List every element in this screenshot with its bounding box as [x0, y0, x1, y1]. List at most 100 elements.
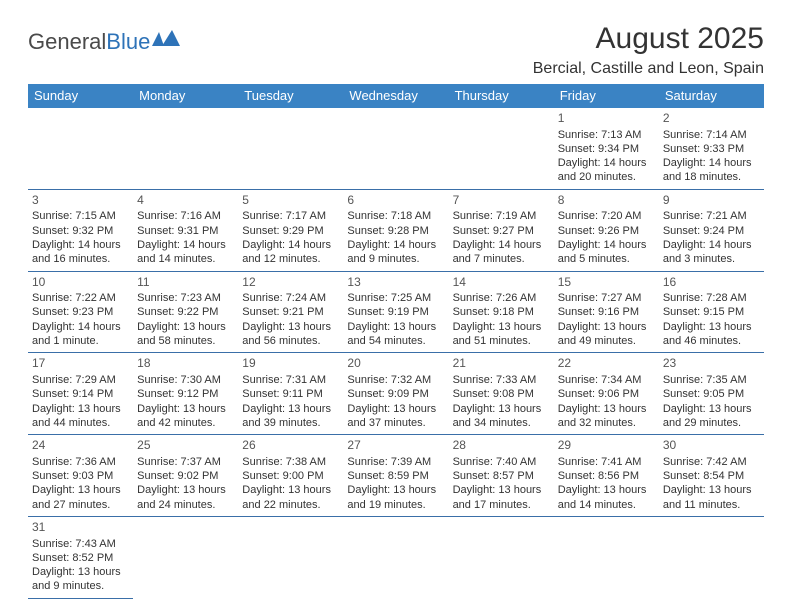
day-number: 15 [558, 275, 655, 291]
daylight-text: Daylight: 13 hours and 54 minutes. [347, 320, 444, 349]
weekday-header: Monday [133, 84, 238, 108]
daylight-text: Daylight: 13 hours and 29 minutes. [663, 402, 760, 431]
daylight-text: Daylight: 13 hours and 32 minutes. [558, 402, 655, 431]
calendar-cell: 14Sunrise: 7:26 AMSunset: 9:18 PMDayligh… [449, 272, 554, 354]
daylight-text: Daylight: 13 hours and 39 minutes. [242, 402, 339, 431]
sunset-text: Sunset: 9:22 PM [137, 305, 234, 319]
calendar-cell: 17Sunrise: 7:29 AMSunset: 9:14 PMDayligh… [28, 353, 133, 435]
daylight-text: Daylight: 13 hours and 42 minutes. [137, 402, 234, 431]
calendar-cell: 28Sunrise: 7:40 AMSunset: 8:57 PMDayligh… [449, 435, 554, 517]
sunrise-text: Sunrise: 7:20 AM [558, 209, 655, 223]
day-number: 4 [137, 193, 234, 209]
sunset-text: Sunset: 8:59 PM [347, 469, 444, 483]
calendar-cell: 6Sunrise: 7:18 AMSunset: 9:28 PMDaylight… [343, 190, 448, 272]
day-number: 23 [663, 356, 760, 372]
daylight-text: Daylight: 14 hours and 14 minutes. [137, 238, 234, 267]
sunset-text: Sunset: 8:54 PM [663, 469, 760, 483]
daylight-text: Daylight: 13 hours and 22 minutes. [242, 483, 339, 512]
logo: GeneralBlue [28, 22, 180, 56]
calendar-cell: 21Sunrise: 7:33 AMSunset: 9:08 PMDayligh… [449, 353, 554, 435]
calendar-cell: 24Sunrise: 7:36 AMSunset: 9:03 PMDayligh… [28, 435, 133, 517]
day-number: 2 [663, 111, 760, 127]
sunset-text: Sunset: 8:56 PM [558, 469, 655, 483]
sunrise-text: Sunrise: 7:19 AM [453, 209, 550, 223]
sunset-text: Sunset: 9:32 PM [32, 224, 129, 238]
sunset-text: Sunset: 9:03 PM [32, 469, 129, 483]
daylight-text: Daylight: 13 hours and 37 minutes. [347, 402, 444, 431]
sunrise-text: Sunrise: 7:22 AM [32, 291, 129, 305]
daylight-text: Daylight: 14 hours and 1 minute. [32, 320, 129, 349]
day-number: 26 [242, 438, 339, 454]
weekday-header: Friday [554, 84, 659, 108]
sunset-text: Sunset: 9:11 PM [242, 387, 339, 401]
sunrise-text: Sunrise: 7:27 AM [558, 291, 655, 305]
sunset-text: Sunset: 9:33 PM [663, 142, 760, 156]
calendar-cell: 11Sunrise: 7:23 AMSunset: 9:22 PMDayligh… [133, 272, 238, 354]
day-number: 21 [453, 356, 550, 372]
calendar-cell-empty [449, 108, 554, 190]
day-number: 8 [558, 193, 655, 209]
logo-text-general: General [28, 29, 106, 55]
calendar-cell: 19Sunrise: 7:31 AMSunset: 9:11 PMDayligh… [238, 353, 343, 435]
day-number: 18 [137, 356, 234, 372]
day-number: 9 [663, 193, 760, 209]
sunrise-text: Sunrise: 7:14 AM [663, 128, 760, 142]
logo-text-blue: Blue [106, 29, 150, 55]
sunrise-text: Sunrise: 7:38 AM [242, 455, 339, 469]
calendar-body: 1Sunrise: 7:13 AMSunset: 9:34 PMDaylight… [28, 108, 764, 599]
sunset-text: Sunset: 8:57 PM [453, 469, 550, 483]
sunset-text: Sunset: 9:19 PM [347, 305, 444, 319]
sunset-text: Sunset: 9:26 PM [558, 224, 655, 238]
flag-icon [152, 28, 180, 54]
sunrise-text: Sunrise: 7:28 AM [663, 291, 760, 305]
calendar-cell: 10Sunrise: 7:22 AMSunset: 9:23 PMDayligh… [28, 272, 133, 354]
day-number: 6 [347, 193, 444, 209]
sunrise-text: Sunrise: 7:16 AM [137, 209, 234, 223]
sunrise-text: Sunrise: 7:34 AM [558, 373, 655, 387]
day-number: 25 [137, 438, 234, 454]
day-number: 1 [558, 111, 655, 127]
calendar-cell-empty [28, 108, 133, 190]
daylight-text: Daylight: 13 hours and 56 minutes. [242, 320, 339, 349]
sunrise-text: Sunrise: 7:42 AM [663, 455, 760, 469]
daylight-text: Daylight: 13 hours and 24 minutes. [137, 483, 234, 512]
daylight-text: Daylight: 14 hours and 7 minutes. [453, 238, 550, 267]
sunrise-text: Sunrise: 7:29 AM [32, 373, 129, 387]
sunset-text: Sunset: 9:24 PM [663, 224, 760, 238]
day-number: 10 [32, 275, 129, 291]
sunset-text: Sunset: 9:16 PM [558, 305, 655, 319]
daylight-text: Daylight: 13 hours and 58 minutes. [137, 320, 234, 349]
day-number: 16 [663, 275, 760, 291]
sunset-text: Sunset: 9:14 PM [32, 387, 129, 401]
sunrise-text: Sunrise: 7:41 AM [558, 455, 655, 469]
calendar-cell: 7Sunrise: 7:19 AMSunset: 9:27 PMDaylight… [449, 190, 554, 272]
calendar-cell: 15Sunrise: 7:27 AMSunset: 9:16 PMDayligh… [554, 272, 659, 354]
day-number: 20 [347, 356, 444, 372]
daylight-text: Daylight: 14 hours and 5 minutes. [558, 238, 655, 267]
sunset-text: Sunset: 9:06 PM [558, 387, 655, 401]
daylight-text: Daylight: 14 hours and 16 minutes. [32, 238, 129, 267]
day-number: 3 [32, 193, 129, 209]
calendar-cell: 5Sunrise: 7:17 AMSunset: 9:29 PMDaylight… [238, 190, 343, 272]
day-number: 13 [347, 275, 444, 291]
sunset-text: Sunset: 9:31 PM [137, 224, 234, 238]
calendar-cell: 9Sunrise: 7:21 AMSunset: 9:24 PMDaylight… [659, 190, 764, 272]
sunset-text: Sunset: 9:29 PM [242, 224, 339, 238]
calendar-cell: 1Sunrise: 7:13 AMSunset: 9:34 PMDaylight… [554, 108, 659, 190]
day-number: 5 [242, 193, 339, 209]
daylight-text: Daylight: 13 hours and 14 minutes. [558, 483, 655, 512]
daylight-text: Daylight: 14 hours and 9 minutes. [347, 238, 444, 267]
sunrise-text: Sunrise: 7:25 AM [347, 291, 444, 305]
sunset-text: Sunset: 9:27 PM [453, 224, 550, 238]
calendar-cell: 16Sunrise: 7:28 AMSunset: 9:15 PMDayligh… [659, 272, 764, 354]
day-number: 7 [453, 193, 550, 209]
sunrise-text: Sunrise: 7:36 AM [32, 455, 129, 469]
day-number: 30 [663, 438, 760, 454]
day-number: 24 [32, 438, 129, 454]
calendar-cell: 13Sunrise: 7:25 AMSunset: 9:19 PMDayligh… [343, 272, 448, 354]
weekday-header: Saturday [659, 84, 764, 108]
calendar-cell-empty [238, 108, 343, 190]
calendar-cell: 2Sunrise: 7:14 AMSunset: 9:33 PMDaylight… [659, 108, 764, 190]
daylight-text: Daylight: 13 hours and 49 minutes. [558, 320, 655, 349]
calendar-cell: 30Sunrise: 7:42 AMSunset: 8:54 PMDayligh… [659, 435, 764, 517]
